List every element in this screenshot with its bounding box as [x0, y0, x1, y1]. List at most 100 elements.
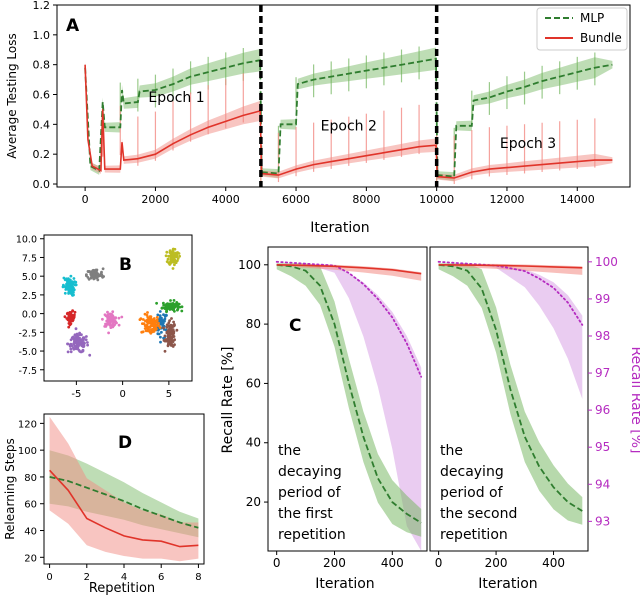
cluster-5-point — [171, 340, 175, 343]
cluster-8-point — [167, 254, 171, 258]
cluster-9-point — [68, 286, 72, 290]
cluster-4-point — [86, 341, 89, 344]
cluster-6-point — [106, 310, 109, 314]
c-xtick-tick-label: 200 — [485, 556, 508, 570]
a-xtick-tick-label: 10000 — [419, 193, 454, 206]
panel-b-axes: -5 0 5 -7.5 -5.0 -2.5 0.0 2.5 5.0 7.5 10.0 — [16, 235, 172, 400]
cluster-5-point — [172, 335, 176, 338]
cluster-2-point — [165, 310, 168, 314]
cluster-6-point — [103, 313, 107, 317]
b-xtick-tick-label: -5 — [71, 389, 81, 400]
panel-d-label: D — [118, 433, 132, 453]
c-ytick-tick-label: 100 — [238, 258, 261, 272]
epoch-annotation: Epoch 1 — [148, 90, 204, 106]
cluster-5-point — [162, 326, 165, 330]
cluster-5-point — [168, 326, 172, 330]
cluster-7-point — [92, 277, 96, 281]
cluster-1-point — [152, 318, 156, 322]
panel-c-xlabel-left: Iteration — [315, 576, 374, 592]
cluster-3-point — [72, 315, 76, 319]
d-xtick-tick-label: 2 — [84, 572, 90, 583]
panel-c-xlabel-right: Iteration — [478, 576, 537, 592]
cluster-5-point — [165, 323, 169, 327]
cluster-1-point — [141, 330, 145, 334]
cluster-4-point — [69, 350, 73, 354]
cluster-4-point — [84, 338, 88, 342]
b-ytick-tick-label: -2.5 — [18, 328, 37, 339]
cluster-4-point — [77, 338, 81, 342]
cluster-6-point — [111, 316, 115, 320]
panel-d-xlabel: Repetition — [89, 581, 155, 596]
cluster-4-point — [88, 353, 92, 357]
cluster-4-point — [85, 335, 88, 338]
bundle-line — [276, 264, 422, 275]
cluster-0-point — [165, 314, 168, 317]
cluster-4-point — [72, 342, 76, 345]
d-ytick-tick-label: 60 — [24, 500, 37, 511]
panel-b-frame — [43, 234, 193, 382]
c-ytick-tick-label: 20 — [246, 495, 261, 509]
cluster-4-point — [77, 348, 81, 352]
cluster-4-point — [81, 349, 85, 353]
a-xtick-tick-label: 4000 — [212, 193, 240, 206]
cluster-2-point — [166, 302, 170, 306]
b-ytick-tick-label: -7.5 — [18, 366, 37, 377]
epoch-annotation: Epoch 3 — [500, 136, 556, 152]
bundle-band — [49, 416, 199, 562]
cluster-5-point — [166, 334, 170, 338]
panel-c-lines — [275, 260, 584, 524]
cluster-9-point — [72, 293, 75, 297]
cluster-0-point — [163, 317, 167, 321]
c-ytick-right-tick-label: 95 — [595, 440, 610, 454]
cluster-4-point — [82, 336, 86, 340]
cluster-0-point — [156, 313, 160, 317]
cluster-8-point — [172, 253, 175, 257]
cluster-6-point — [108, 323, 112, 327]
cluster-4-point — [69, 347, 73, 351]
cluster-4-point — [86, 343, 89, 347]
cluster-0-point — [159, 319, 163, 322]
cluster-4-point — [73, 338, 77, 342]
cluster-6-point — [105, 323, 108, 327]
decay-annotation-line: repetition — [278, 527, 346, 543]
cluster-2-point — [180, 309, 184, 313]
b-ytick-tick-label: -5.0 — [18, 347, 37, 358]
cluster-2-point — [176, 305, 180, 309]
d-ytick-tick-label: 100 — [18, 446, 37, 457]
panel-a-xlabel: Iteration — [310, 220, 369, 236]
c-ytick-right-tick-label: 94 — [595, 477, 610, 491]
c-ytick-tick-label: 80 — [246, 317, 261, 331]
cluster-6-point — [111, 322, 115, 325]
d-xtick-tick-label: 8 — [195, 572, 201, 583]
decay-annotation-line: period of — [440, 485, 504, 501]
b-ytick-tick-label: 5.0 — [22, 272, 37, 283]
cluster-8-point — [171, 256, 175, 260]
b-ytick-tick-label: 0.0 — [22, 310, 37, 321]
cluster-2-point — [162, 301, 165, 305]
cluster-9-point — [74, 283, 78, 287]
cluster-9-point — [72, 288, 76, 292]
cluster-2-point — [173, 303, 177, 306]
bundle-line — [438, 264, 583, 269]
cluster-6-point — [111, 310, 115, 314]
cluster-5-point — [165, 325, 169, 329]
a-xtick-tick-label: 0 — [82, 193, 89, 206]
decay-annotation-line: period of — [278, 485, 342, 501]
decay-annotation-line: repetition — [440, 527, 508, 543]
cluster-4-point — [80, 339, 84, 343]
cluster-1-point — [146, 321, 150, 325]
panel-c-left-frame — [267, 246, 428, 552]
cluster-2-point — [172, 299, 176, 302]
cluster-6-point — [108, 316, 112, 320]
a-ytick-tick-label: 1.2 — [33, 0, 51, 12]
cluster-2-point — [180, 305, 184, 309]
cluster-3-point — [65, 312, 69, 316]
cluster-9-point — [69, 291, 73, 295]
a-ytick-tick-label: 0.4 — [33, 118, 51, 131]
panel-c-annotations: the decaying period of the first repetition t… — [278, 443, 517, 543]
cluster-1-point — [157, 321, 160, 325]
cluster-1-point — [157, 324, 161, 328]
cluster-5-point — [169, 323, 173, 327]
cluster-1-point — [151, 328, 154, 331]
cluster-0-point — [162, 313, 165, 317]
